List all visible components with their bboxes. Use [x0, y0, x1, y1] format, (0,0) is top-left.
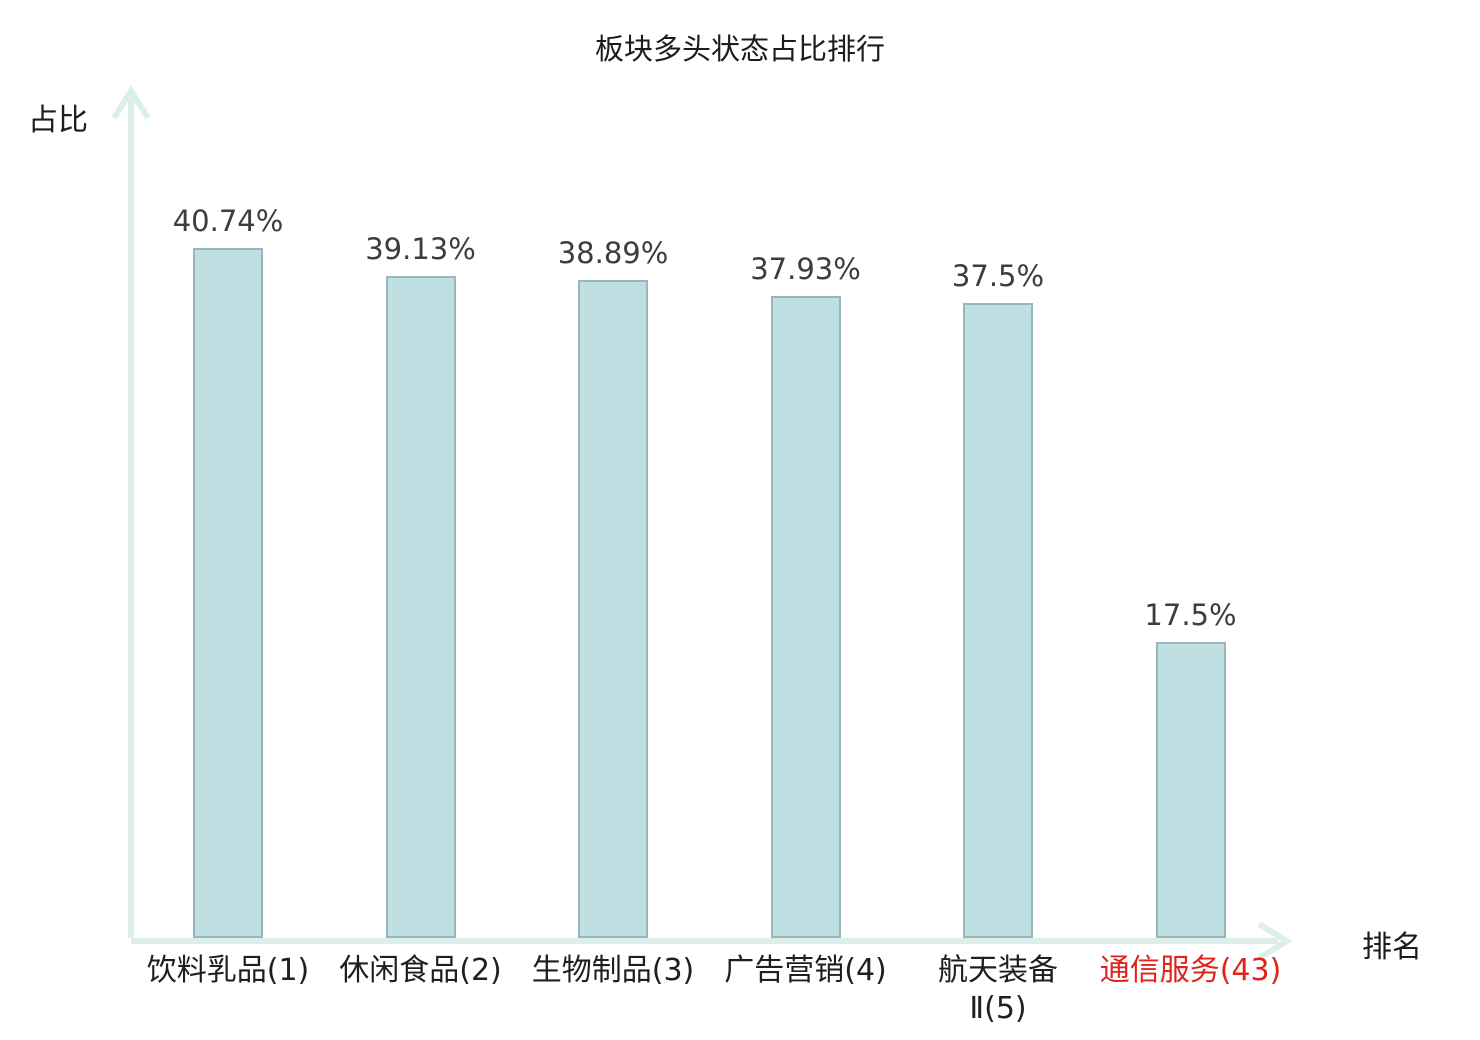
category-label-2: 休闲食品(2): [339, 952, 502, 990]
category-label-5: 航天装备 Ⅱ(5): [938, 952, 1058, 1028]
bar-value-label-2: 39.13%: [365, 232, 476, 266]
category-label-6: 通信服务(43): [1100, 952, 1282, 990]
category-label-line: 饮料乳品(1): [146, 953, 310, 988]
category-label-4: 广告营销(4): [724, 952, 887, 990]
category-label-line: 航天装备: [938, 953, 1058, 988]
category-label-line: 生物制品(3): [531, 953, 695, 988]
bar-value-label-1: 40.74%: [172, 204, 284, 238]
category-label-1: 饮料乳品(1): [147, 952, 310, 990]
bar-6: [1155, 642, 1226, 938]
category-label-line: Ⅱ(5): [969, 991, 1027, 1026]
chart-title: 板块多头状态占比排行: [594, 32, 885, 66]
bar-2: [385, 276, 456, 938]
y-axis-arrow-icon: [111, 85, 151, 120]
x-axis-label: 排名: [1362, 930, 1422, 965]
bar-1: [193, 248, 263, 938]
bar-value-label-3: 38.89%: [557, 236, 669, 270]
bar-value-label-6: 17.5%: [1144, 598, 1237, 632]
y-axis-label: 占比: [28, 103, 88, 138]
category-label-line: 通信服务(43): [1099, 953, 1282, 988]
bar-4: [770, 296, 841, 938]
bar-value-label-4: 37.93%: [750, 252, 861, 286]
x-axis-arrow-icon: [1257, 921, 1293, 961]
category-label-line: 休闲食品(2): [339, 953, 502, 988]
bar-5: [963, 303, 1033, 938]
bar-3: [578, 280, 648, 938]
category-label-line: 广告营销(4): [724, 953, 887, 988]
category-label-3: 生物制品(3): [532, 952, 695, 990]
bar-value-label-5: 37.5%: [951, 259, 1045, 293]
